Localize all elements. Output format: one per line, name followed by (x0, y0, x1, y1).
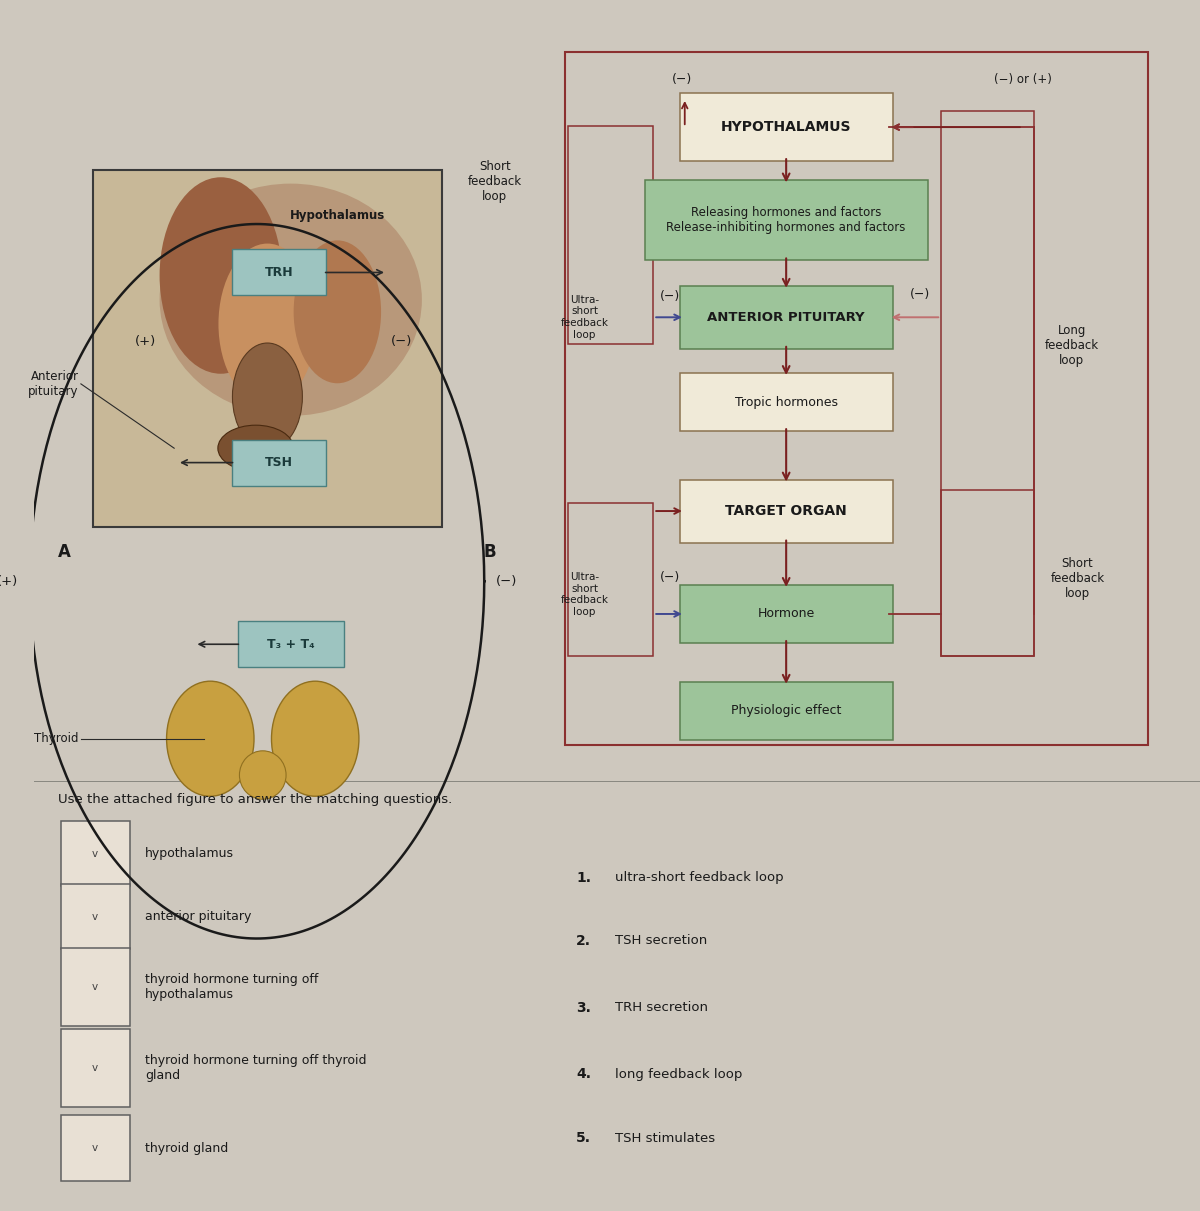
Text: B: B (484, 543, 496, 561)
Text: long feedback loop: long feedback loop (614, 1068, 742, 1080)
Ellipse shape (271, 681, 359, 797)
Text: v: v (92, 849, 98, 859)
FancyBboxPatch shape (644, 180, 928, 260)
Text: TSH secretion: TSH secretion (614, 935, 707, 947)
Text: HYPOTHALAMUS: HYPOTHALAMUS (721, 120, 852, 134)
Text: T₃ + T₄: T₃ + T₄ (266, 638, 314, 650)
Text: v: v (92, 982, 98, 992)
Text: A: A (58, 543, 71, 561)
Text: TARGET ORGAN: TARGET ORGAN (725, 504, 847, 518)
Ellipse shape (294, 240, 382, 384)
Text: (+): (+) (134, 334, 156, 348)
Text: thyroid gland: thyroid gland (145, 1142, 228, 1154)
Text: Short
feedback
loop: Short feedback loop (1050, 557, 1105, 601)
Ellipse shape (160, 177, 282, 374)
Text: Hormone: Hormone (757, 608, 815, 620)
Text: (−): (−) (391, 334, 412, 348)
Text: Long
feedback
loop: Long feedback loop (1045, 323, 1099, 367)
Text: TSH: TSH (265, 457, 293, 469)
Ellipse shape (233, 343, 302, 450)
Text: Thyroid: Thyroid (34, 733, 78, 745)
Text: Physiologic effect: Physiologic effect (731, 705, 841, 717)
FancyBboxPatch shape (92, 170, 443, 527)
FancyBboxPatch shape (232, 440, 326, 486)
FancyBboxPatch shape (679, 585, 893, 643)
Ellipse shape (240, 751, 286, 799)
FancyBboxPatch shape (679, 93, 893, 161)
Text: Releasing hormones and factors
Release-inhibiting hormones and factors: Releasing hormones and factors Release-i… (666, 206, 906, 235)
Text: hypothalamus: hypothalamus (145, 848, 234, 860)
Text: v: v (92, 1143, 98, 1153)
Text: Anterior
pituitary: Anterior pituitary (28, 369, 78, 398)
FancyBboxPatch shape (679, 373, 893, 431)
FancyBboxPatch shape (61, 821, 130, 886)
Text: Short
feedback
loop: Short feedback loop (468, 160, 522, 203)
Text: thyroid hormone turning off thyroid
gland: thyroid hormone turning off thyroid glan… (145, 1054, 366, 1083)
FancyBboxPatch shape (61, 884, 130, 949)
Text: Tropic hormones: Tropic hormones (734, 396, 838, 408)
Ellipse shape (218, 243, 317, 404)
Text: (−): (−) (910, 288, 930, 300)
Text: Ultra-
short
feedback
loop: Ultra- short feedback loop (560, 295, 608, 339)
Text: ultra-short feedback loop: ultra-short feedback loop (614, 872, 784, 884)
Text: 4.: 4. (576, 1067, 592, 1081)
Text: anterior pituitary: anterior pituitary (145, 911, 251, 923)
Text: (−): (−) (660, 572, 679, 584)
Text: (−): (−) (660, 291, 679, 303)
FancyBboxPatch shape (238, 621, 343, 667)
Text: Hypothalamus: Hypothalamus (289, 210, 385, 223)
Text: Ultra-
short
feedback
loop: Ultra- short feedback loop (560, 573, 608, 616)
Text: (+): (+) (0, 575, 18, 587)
Text: Use the attached figure to answer the matching questions.: Use the attached figure to answer the ma… (58, 793, 452, 805)
Text: TRH: TRH (265, 266, 293, 279)
Ellipse shape (160, 184, 422, 415)
Text: thyroid hormone turning off
hypothalamus: thyroid hormone turning off hypothalamus (145, 972, 318, 1001)
Text: 1.: 1. (576, 871, 592, 885)
FancyBboxPatch shape (61, 1115, 130, 1181)
Text: 3.: 3. (576, 1000, 592, 1015)
Text: (−): (−) (672, 74, 692, 86)
Ellipse shape (167, 681, 254, 797)
Text: 2.: 2. (576, 934, 592, 948)
FancyBboxPatch shape (232, 249, 326, 295)
Ellipse shape (218, 425, 294, 471)
Text: ANTERIOR PITUITARY: ANTERIOR PITUITARY (707, 311, 865, 323)
FancyBboxPatch shape (679, 286, 893, 349)
FancyBboxPatch shape (679, 682, 893, 740)
Text: v: v (92, 1063, 98, 1073)
Text: (−): (−) (496, 575, 517, 587)
FancyBboxPatch shape (61, 1029, 130, 1107)
Text: 5.: 5. (576, 1131, 592, 1146)
FancyBboxPatch shape (679, 480, 893, 543)
Text: (−) or (+): (−) or (+) (994, 74, 1051, 86)
FancyBboxPatch shape (61, 948, 130, 1026)
Text: v: v (92, 912, 98, 922)
Text: TRH secretion: TRH secretion (614, 1001, 708, 1014)
Text: TSH stimulates: TSH stimulates (614, 1132, 715, 1144)
